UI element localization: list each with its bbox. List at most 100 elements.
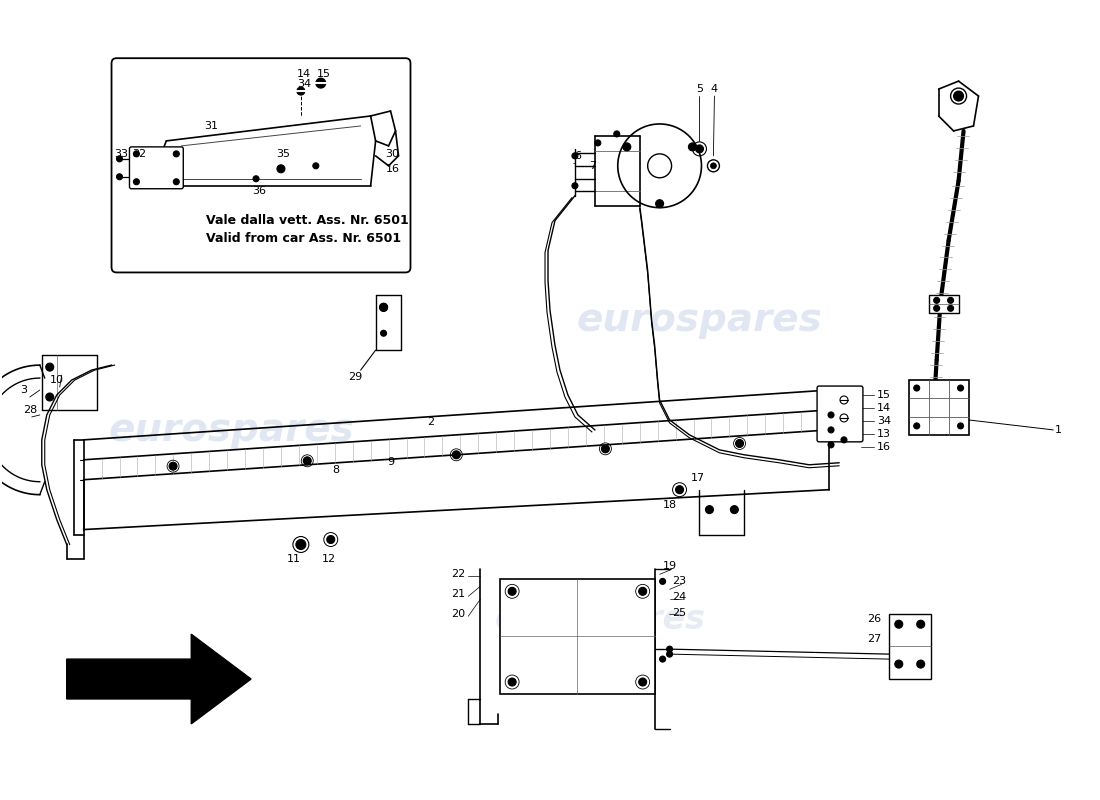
Text: 12: 12 xyxy=(321,554,336,565)
Text: 15: 15 xyxy=(317,69,331,79)
Circle shape xyxy=(656,200,663,208)
Text: 2: 2 xyxy=(427,417,434,427)
Circle shape xyxy=(133,151,140,157)
Circle shape xyxy=(327,535,334,543)
Text: 33: 33 xyxy=(114,149,129,159)
Text: 7: 7 xyxy=(590,161,596,171)
Circle shape xyxy=(572,182,578,189)
Circle shape xyxy=(916,660,925,668)
Circle shape xyxy=(894,660,903,668)
Text: 3: 3 xyxy=(20,385,28,395)
Text: 11: 11 xyxy=(287,554,301,565)
Text: 8: 8 xyxy=(332,465,339,474)
Bar xyxy=(889,614,931,679)
Circle shape xyxy=(379,303,387,311)
Circle shape xyxy=(46,393,54,401)
Text: 31: 31 xyxy=(205,121,218,131)
Circle shape xyxy=(707,160,719,172)
FancyBboxPatch shape xyxy=(130,147,184,189)
FancyBboxPatch shape xyxy=(817,386,862,442)
Text: 29: 29 xyxy=(349,372,363,382)
Circle shape xyxy=(277,165,285,173)
Circle shape xyxy=(614,131,619,137)
Text: 10: 10 xyxy=(50,375,64,385)
Circle shape xyxy=(253,176,258,182)
Text: eurospares: eurospares xyxy=(576,302,823,339)
Text: 14: 14 xyxy=(297,69,311,79)
Text: 23: 23 xyxy=(672,576,686,586)
Circle shape xyxy=(828,442,834,448)
Circle shape xyxy=(133,178,140,185)
Text: 21: 21 xyxy=(451,590,465,599)
Circle shape xyxy=(639,678,647,686)
Circle shape xyxy=(667,651,672,657)
Text: 15: 15 xyxy=(877,390,891,400)
Text: 34: 34 xyxy=(297,79,311,89)
Circle shape xyxy=(958,385,964,391)
Polygon shape xyxy=(67,634,251,724)
Text: Valid from car Ass. Nr. 6501: Valid from car Ass. Nr. 6501 xyxy=(206,232,402,245)
Circle shape xyxy=(660,656,666,662)
Circle shape xyxy=(842,437,847,443)
Circle shape xyxy=(312,163,319,169)
Text: 28: 28 xyxy=(23,405,37,415)
Circle shape xyxy=(508,587,516,595)
Circle shape xyxy=(894,620,903,628)
Circle shape xyxy=(934,306,939,311)
Text: 36: 36 xyxy=(252,186,266,196)
Text: 16: 16 xyxy=(877,442,891,452)
Circle shape xyxy=(117,156,122,162)
Circle shape xyxy=(169,462,177,470)
Text: 30: 30 xyxy=(385,149,399,159)
Circle shape xyxy=(914,385,920,391)
Circle shape xyxy=(174,178,179,185)
Circle shape xyxy=(316,78,326,88)
Circle shape xyxy=(639,587,647,595)
Text: 26: 26 xyxy=(867,614,881,624)
FancyBboxPatch shape xyxy=(111,58,410,273)
Circle shape xyxy=(174,151,179,157)
Circle shape xyxy=(705,506,714,514)
Text: 14: 14 xyxy=(877,403,891,413)
Circle shape xyxy=(660,578,666,584)
Bar xyxy=(500,579,654,694)
Circle shape xyxy=(602,445,609,453)
Text: 6: 6 xyxy=(574,151,582,161)
Circle shape xyxy=(730,506,738,514)
Circle shape xyxy=(508,678,516,686)
Circle shape xyxy=(46,363,54,371)
Text: 17: 17 xyxy=(691,473,704,482)
Text: 34: 34 xyxy=(877,416,891,426)
Circle shape xyxy=(572,153,578,159)
Bar xyxy=(909,380,968,435)
Circle shape xyxy=(828,427,834,433)
Text: eurospares: eurospares xyxy=(494,602,705,636)
Circle shape xyxy=(689,143,696,151)
Circle shape xyxy=(711,163,716,169)
Circle shape xyxy=(117,174,122,180)
Text: 9: 9 xyxy=(387,457,394,466)
Text: 20: 20 xyxy=(451,610,465,619)
Circle shape xyxy=(914,423,920,429)
Text: 4: 4 xyxy=(711,84,718,94)
Text: 25: 25 xyxy=(672,608,686,618)
Circle shape xyxy=(381,330,386,336)
Text: 5: 5 xyxy=(696,84,703,94)
Text: Vale dalla vett. Ass. Nr. 6501: Vale dalla vett. Ass. Nr. 6501 xyxy=(206,214,409,227)
Bar xyxy=(928,295,958,314)
Text: 16: 16 xyxy=(385,164,399,174)
Circle shape xyxy=(623,143,630,151)
Text: 27: 27 xyxy=(867,634,881,644)
Circle shape xyxy=(954,91,964,101)
Circle shape xyxy=(595,140,601,146)
Circle shape xyxy=(947,298,954,303)
Text: 32: 32 xyxy=(132,149,146,159)
Circle shape xyxy=(958,423,964,429)
Circle shape xyxy=(297,87,305,95)
Circle shape xyxy=(947,306,954,311)
Text: 19: 19 xyxy=(662,562,676,571)
Circle shape xyxy=(296,539,306,550)
Text: 18: 18 xyxy=(662,500,676,510)
Circle shape xyxy=(304,457,311,465)
Text: 1: 1 xyxy=(1055,425,1061,435)
